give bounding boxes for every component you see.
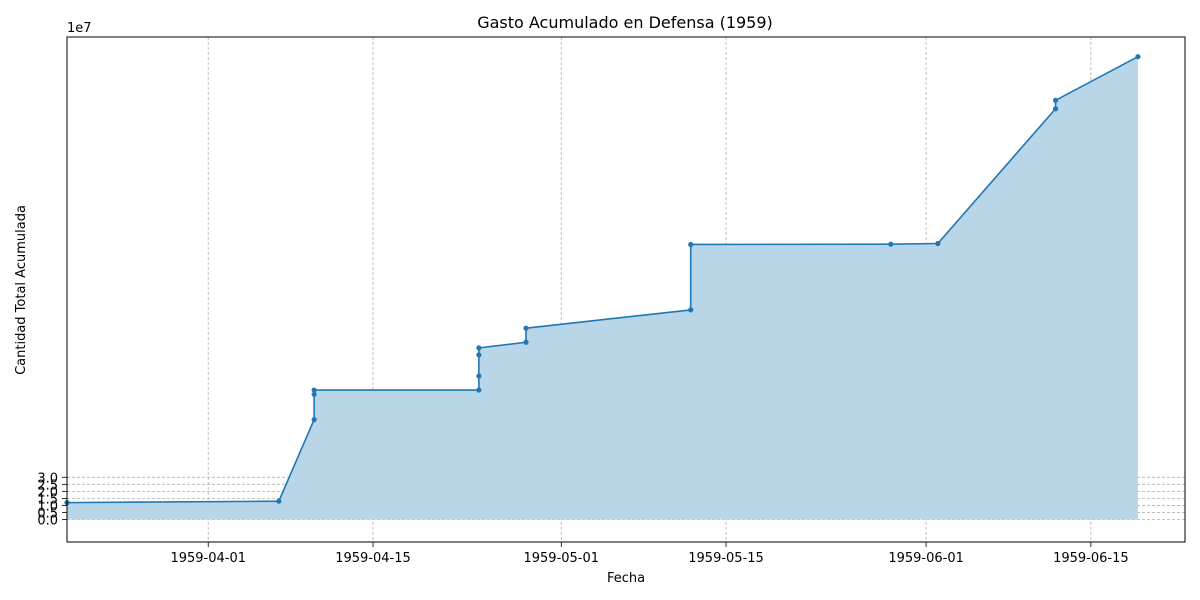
data-point [476,387,482,393]
data-point [476,352,482,358]
data-point [311,417,317,423]
y-offset-label: 1e7 [67,21,92,36]
y-axis-label: Cantidad Total Acumulada [14,205,29,375]
y-tick-label: 3.0 [37,471,58,486]
data-point [935,240,941,247]
data-point [523,325,529,331]
data-point [888,241,894,247]
y-tick-label: 2.5 [37,478,58,493]
data-point [688,307,694,313]
x-tick-label: 1959-05-01 [523,551,599,566]
x-tick-label: 1959-05-15 [688,551,764,566]
y-tick-label: 1.5 [37,492,58,507]
data-point [476,373,482,379]
chart-title: Gasto Acumulado en Defensa (1959) [477,13,773,32]
data-point [476,345,482,351]
data-point [1052,97,1059,103]
data-point [276,498,282,504]
y-tick-label: 1.0 [37,499,58,514]
x-tick-label: 1959-06-15 [1053,551,1129,566]
x-tick-label: 1959-04-01 [170,551,246,566]
y-tick-label: 2.0 [37,485,58,500]
data-point [311,391,317,397]
y-tick-label: 0.0 [37,513,58,528]
data-point [1135,54,1141,60]
x-tick-label: 1959-04-15 [335,551,411,566]
axis-layer: 1959-04-01 1959-04-15 1959-05-01 1959-05-15… [37,471,1128,566]
data-point [1052,106,1059,112]
y-tick-label: 0.5 [37,506,58,521]
data-point [523,339,529,345]
x-tick-label: 1959-06-01 [888,551,964,566]
x-axis-label: Fecha [607,571,645,586]
series-line [66,55,1139,504]
data-layer [64,54,1141,520]
series-area [67,56,1138,520]
data-point [688,241,694,248]
data-point [311,387,317,393]
plot-frame [66,36,1186,543]
